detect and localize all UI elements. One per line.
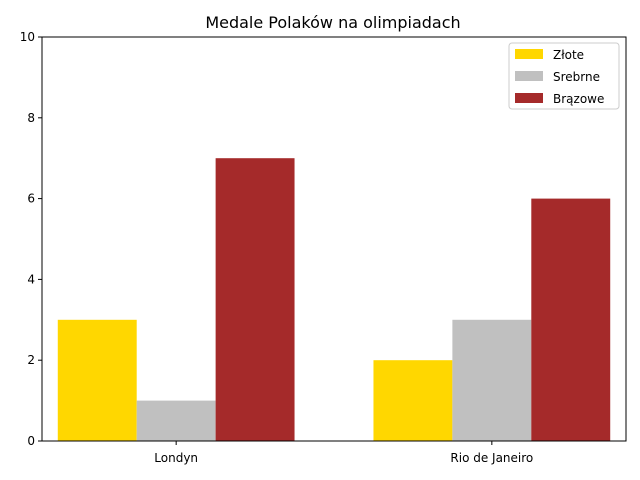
axes-group: 0 2 4 6 8 10 Londyn Rio de Janeiro [20,30,627,465]
legend-label: Srebrne [553,70,600,84]
bar-rio-de-janeiro-1 [373,360,453,441]
bar-londyn-2 [136,400,216,441]
x-tick-label: Rio de Janeiro [450,451,533,465]
y-tick-label: 8 [27,111,35,125]
y-tick-label: 0 [27,434,35,448]
bar-rio-de-janeiro-2 [452,319,532,441]
y-tick-label: 6 [27,192,35,206]
x-tick-label: Londyn [154,451,198,465]
y-tick-label: 4 [27,272,35,286]
legend-box [508,42,620,110]
legend-swatch [515,93,543,103]
legend-swatch [515,49,543,59]
chart-title: Medale Polaków na olimpiadach [205,13,460,32]
legend-label: Brązowe [553,92,604,106]
plot-frame [41,36,627,442]
legend-swatch [515,71,543,81]
bar-londyn-3 [215,158,295,441]
y-tick-label: 10 [20,30,35,44]
legend-label: Złote [553,48,584,62]
bar-rio-de-janeiro-3 [531,198,611,441]
legend: Złote Srebrne Brązowe [508,42,620,110]
bars-group [57,158,611,441]
bar-londyn-1 [57,319,137,441]
y-tick-label: 2 [27,353,35,367]
